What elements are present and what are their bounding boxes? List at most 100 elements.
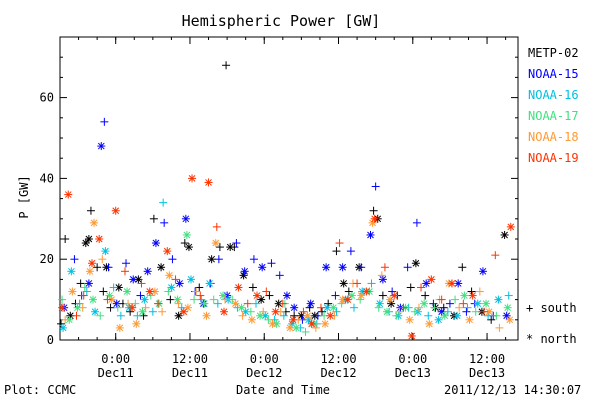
noaa-15-south-point bbox=[346, 247, 355, 256]
metp-02-north-point bbox=[274, 299, 283, 308]
noaa-15-north-point bbox=[97, 142, 106, 151]
noaa-16-south-point bbox=[424, 311, 433, 320]
noaa-19-north-point bbox=[179, 307, 188, 316]
noaa-18-south-point bbox=[395, 307, 404, 316]
noaa-18-north-point bbox=[150, 287, 159, 296]
noaa-15-south-point bbox=[462, 307, 471, 316]
metp-02-south-point bbox=[149, 214, 158, 223]
noaa-17-south-point bbox=[392, 311, 401, 320]
metp-02-south-point bbox=[406, 283, 415, 292]
noaa-19-north-point bbox=[271, 307, 280, 316]
noaa-16-north-point bbox=[187, 275, 196, 284]
noaa-19-north-point bbox=[390, 291, 399, 300]
noaa-16-south-point bbox=[197, 295, 206, 304]
noaa-19-north-point bbox=[145, 287, 154, 296]
noaa-16-south-point bbox=[251, 299, 260, 308]
noaa-15-north-point bbox=[366, 230, 375, 239]
noaa-16-south-point bbox=[133, 311, 142, 320]
metp-02-south-point bbox=[99, 287, 108, 296]
noaa-15-south-point bbox=[445, 299, 454, 308]
noaa-16-north-point bbox=[101, 247, 110, 256]
metp-02-south-point bbox=[369, 206, 378, 215]
noaa-15-north-point bbox=[378, 275, 387, 284]
noaa-17-north-point bbox=[237, 303, 246, 312]
noaa-17-north-point bbox=[218, 291, 227, 300]
noaa-18-south-point bbox=[174, 299, 183, 308]
noaa-15-north-point bbox=[112, 299, 121, 308]
noaa-17-north-point bbox=[173, 295, 182, 304]
noaa-16-south-point bbox=[213, 299, 222, 308]
noaa-19-south-point bbox=[120, 267, 129, 276]
x-tick-label-date: Dec11 bbox=[172, 366, 208, 380]
noaa-19-north-point bbox=[447, 279, 456, 288]
noaa-16-south-point bbox=[279, 311, 288, 320]
noaa-18-north-point bbox=[286, 323, 295, 332]
noaa-18-north-point bbox=[321, 319, 330, 328]
noaa-15-south-point bbox=[412, 218, 421, 227]
metp-02-north-point bbox=[184, 243, 193, 252]
noaa-19-south-point bbox=[459, 299, 468, 308]
noaa-15-south-point bbox=[403, 263, 412, 272]
noaa-16-south-point bbox=[159, 198, 168, 207]
x-tick-label-date: Dec13 bbox=[395, 366, 431, 380]
legend-entry: NOAA-19 bbox=[528, 151, 579, 165]
noaa-15-north-point bbox=[422, 279, 431, 288]
noaa-18-north-point bbox=[268, 319, 277, 328]
noaa-17-north-point bbox=[482, 299, 491, 308]
noaa-19-north-point bbox=[111, 206, 120, 215]
noaa-17-north-point bbox=[256, 311, 265, 320]
noaa-18-south-point bbox=[455, 303, 464, 312]
noaa-18-south-point bbox=[221, 295, 230, 304]
noaa-15-north-point bbox=[322, 263, 331, 272]
metp-02-south-point bbox=[265, 291, 274, 300]
noaa-17-south-point bbox=[492, 311, 501, 320]
noaa-16-north-point bbox=[473, 299, 482, 308]
noaa-17-south-point bbox=[164, 287, 173, 296]
noaa-18-north-point bbox=[165, 271, 174, 280]
noaa-19-north-point bbox=[427, 275, 436, 284]
noaa-15-south-point bbox=[275, 271, 284, 280]
noaa-19-south-point bbox=[479, 307, 488, 316]
noaa-16-south-point bbox=[504, 291, 513, 300]
noaa-19-north-point bbox=[128, 303, 137, 312]
noaa-17-south-point bbox=[96, 311, 105, 320]
noaa-16-south-point bbox=[367, 279, 376, 288]
noaa-19-north-point bbox=[188, 174, 197, 183]
noaa-16-south-point bbox=[116, 311, 125, 320]
legend-entry: METP-02 bbox=[528, 46, 579, 60]
noaa-19-south-point bbox=[380, 263, 389, 272]
metp-02-south-point bbox=[222, 61, 231, 70]
noaa-16-south-point bbox=[82, 287, 91, 296]
noaa-17-south-point bbox=[451, 295, 460, 304]
metp-02-north-point bbox=[157, 263, 166, 272]
noaa-18-south-point bbox=[475, 287, 484, 296]
noaa-18-south-point bbox=[377, 271, 386, 280]
noaa-17-south-point bbox=[301, 327, 310, 336]
metp-02-north-point bbox=[84, 235, 93, 243]
noaa-15-north-point bbox=[175, 279, 184, 288]
noaa-16-south-point bbox=[463, 303, 472, 312]
noaa-17-north-point bbox=[329, 303, 338, 312]
noaa-18-north-point bbox=[303, 311, 312, 320]
noaa-17-south-point bbox=[131, 299, 140, 308]
noaa-15-north-point bbox=[282, 291, 291, 300]
x-tick-label-time: 12:00 bbox=[172, 352, 208, 366]
x-axis-label: Date and Time bbox=[236, 383, 330, 397]
metp-02-south-point bbox=[332, 247, 341, 256]
y-tick-label: 0 bbox=[47, 333, 54, 347]
x-tick-label-time: 0:00 bbox=[398, 352, 427, 366]
metp-02-south-point bbox=[421, 291, 430, 300]
noaa-15-north-point bbox=[502, 311, 511, 320]
x-tick-label-date: Dec11 bbox=[98, 366, 134, 380]
noaa-19-south-point bbox=[243, 299, 252, 308]
noaa-18-north-point bbox=[68, 287, 77, 296]
noaa-18-south-point bbox=[78, 303, 87, 312]
noaa-19-north-point bbox=[253, 291, 262, 300]
noaa-18-north-point bbox=[202, 311, 211, 320]
x-tick-label-time: 12:00 bbox=[320, 352, 356, 366]
metp-02-north-point bbox=[207, 255, 216, 264]
noaa-16-north-point bbox=[434, 315, 443, 324]
noaa-18-south-point bbox=[495, 323, 504, 332]
noaa-19-north-point bbox=[163, 247, 172, 256]
noaa-15-south-point bbox=[214, 255, 223, 264]
